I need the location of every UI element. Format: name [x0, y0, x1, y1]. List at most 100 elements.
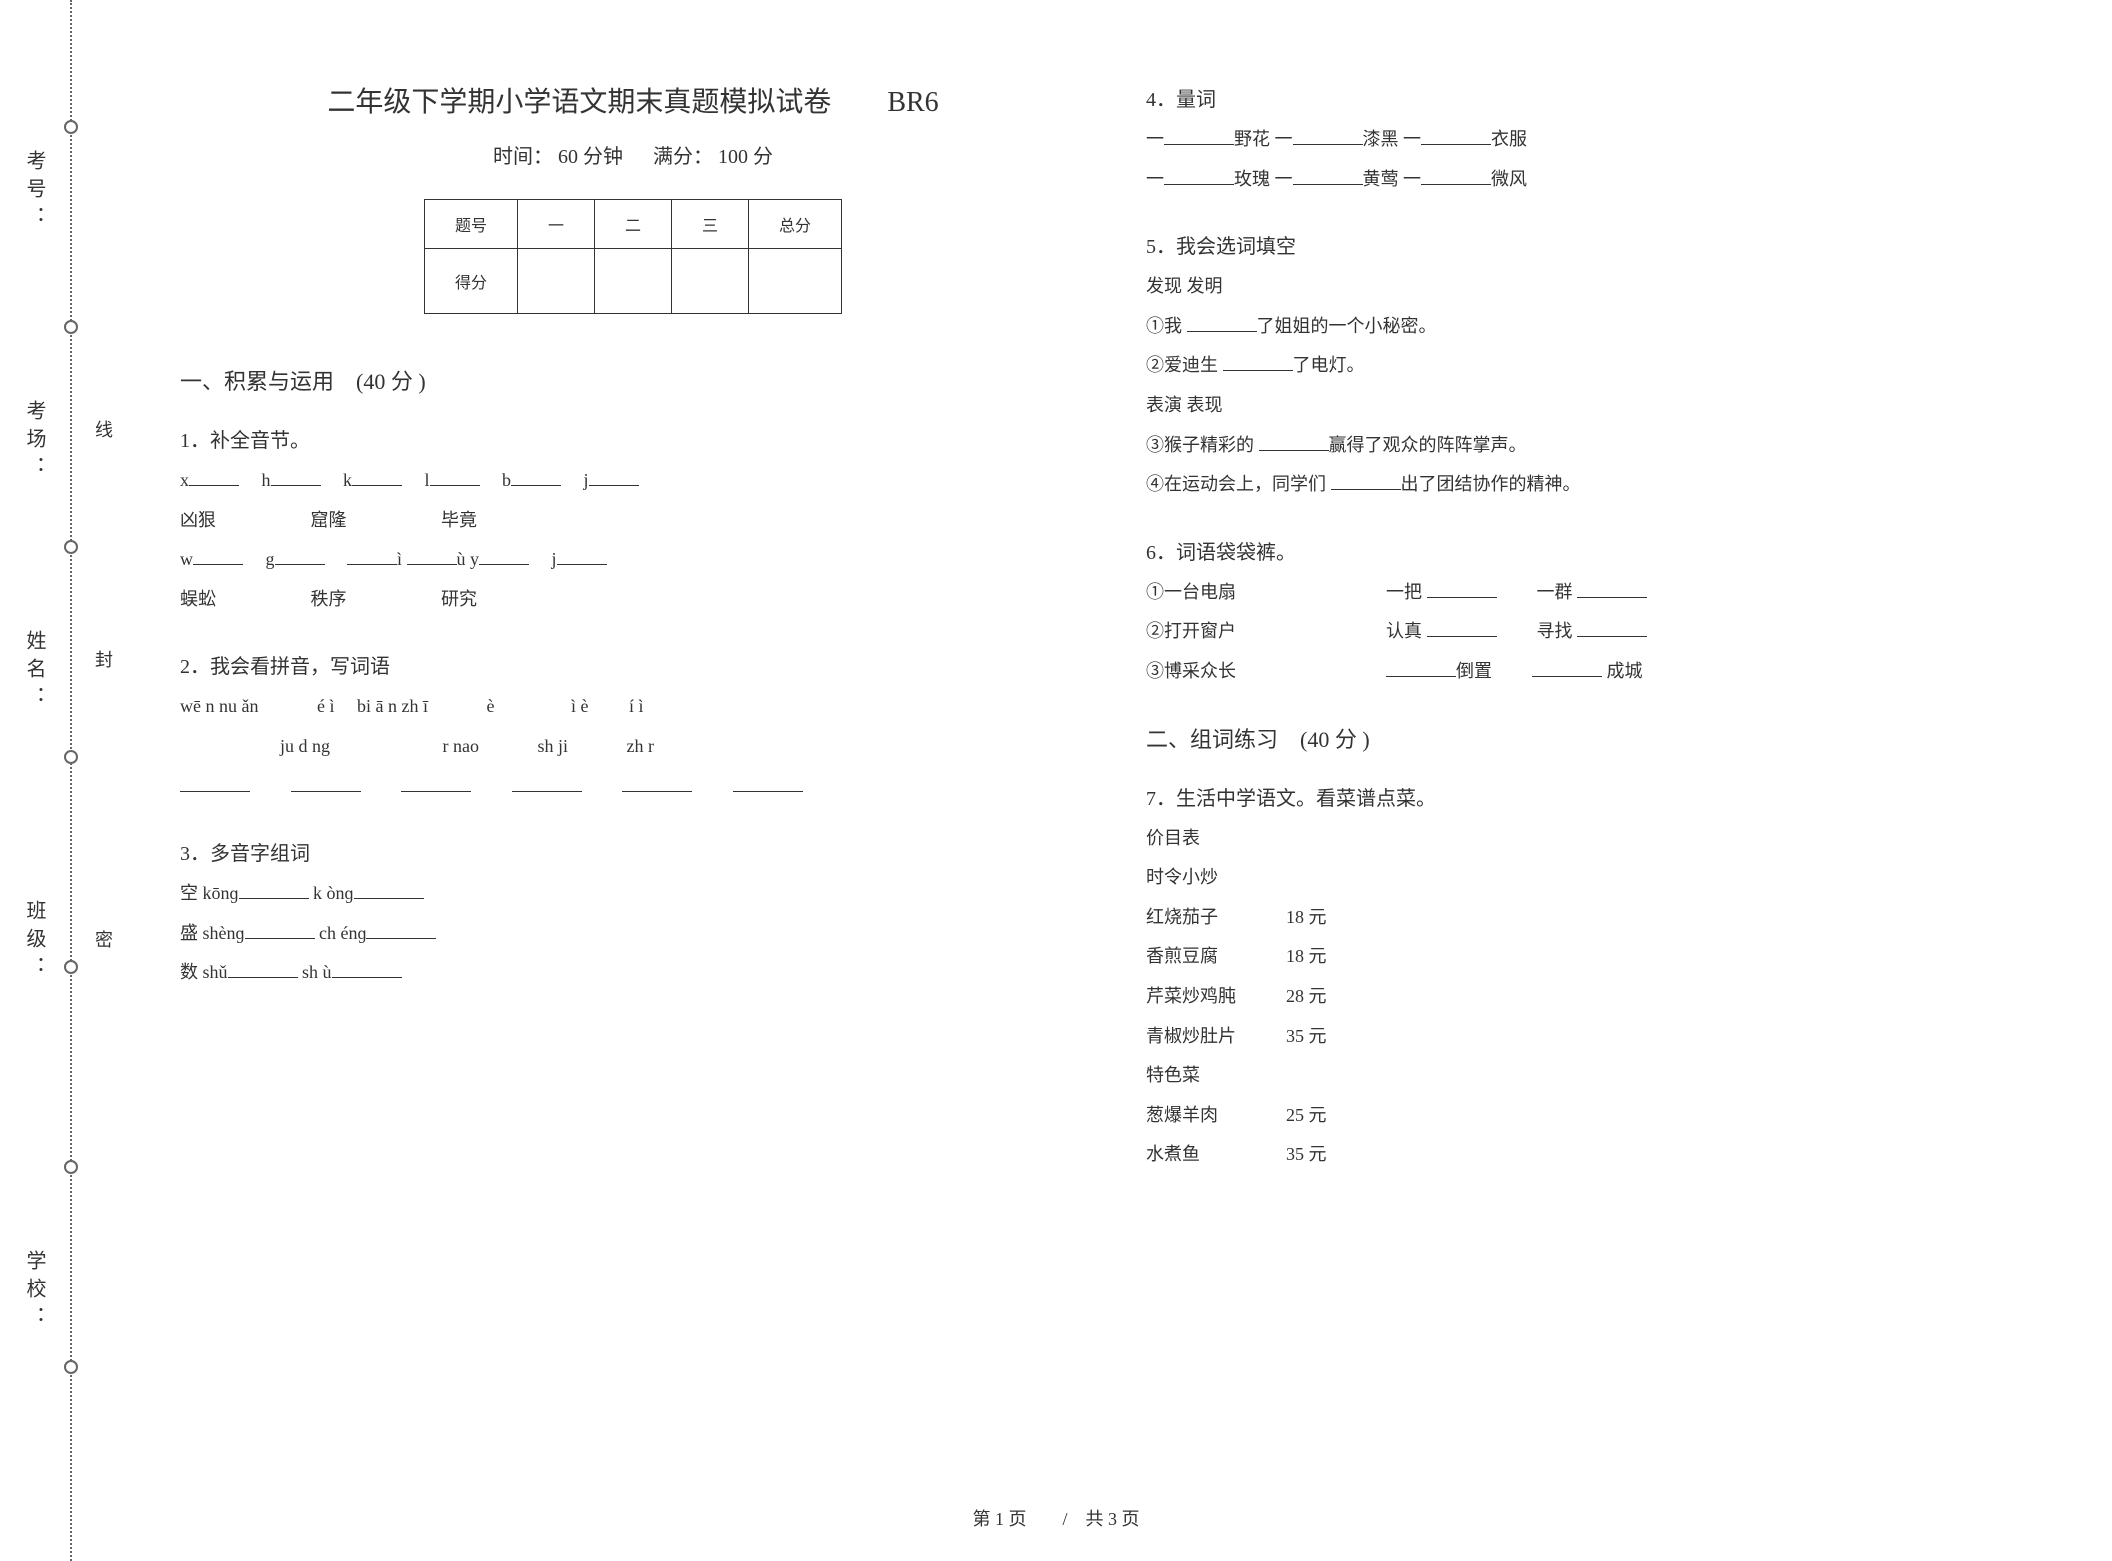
pinyin-text: è: [486, 696, 494, 716]
pinyin-text: é ì: [317, 696, 335, 716]
pinyin-letter: g: [266, 549, 275, 569]
content-area: 二年级下学期小学语文期末真题模拟试卷 BR6 时间： 60 分钟 满分： 100…: [140, 0, 2112, 1561]
menu-item: 水煮鱼35 元: [1146, 1135, 2052, 1175]
binding-label-school: 学校：: [20, 1250, 49, 1334]
word-row: ③博采众长 倒置 成城: [1146, 652, 2052, 692]
score-row-label: 得分: [424, 249, 517, 314]
pinyin-text: ju d ng: [280, 736, 330, 756]
question-num: 2．我会看拼音，写词语: [180, 647, 1086, 687]
qtitle-text: 多音字组词: [210, 843, 310, 865]
pinyin-letter: x: [180, 470, 189, 490]
text: 了电灯。: [1293, 355, 1365, 375]
question-num: 7．生活中学语文。看菜谱点菜。: [1146, 779, 2052, 819]
qtitle-text: 我会看拼音，写词语: [210, 656, 390, 678]
word-pair: 发现 发明: [1146, 267, 2052, 307]
blank: [1577, 580, 1647, 598]
pinyin-row: 蜈蚣 秩序 研究: [180, 580, 1086, 620]
blank: [332, 960, 402, 978]
pinyin-text: bi ā n zh ī: [357, 696, 428, 716]
measure-word-line: 一野花 一漆黑 一衣服: [1146, 120, 2052, 160]
qtitle-text: 我会选词填空: [1176, 236, 1296, 258]
qnum-text: 4．: [1146, 89, 1176, 111]
text: 出了团结协作的精神。: [1401, 474, 1581, 494]
binding-dotted-line: [70, 0, 72, 1561]
blank: [1164, 167, 1234, 185]
blank: [189, 468, 239, 486]
text: 玫瑰 一: [1234, 169, 1293, 189]
char-label: 窟隆: [311, 510, 347, 530]
score-header: 二: [594, 200, 671, 249]
blank: [479, 547, 529, 565]
poly-char: k ònɡ: [313, 883, 354, 903]
pinyin-row: wē n nu ǎn é ì bi ā n zh ī è ì è í ì: [180, 687, 1086, 727]
blank: [1577, 619, 1647, 637]
text: 了姐姐的一个小秘密。: [1257, 316, 1437, 336]
binding-hole-icon: [64, 540, 78, 554]
question-num: 5．我会选词填空: [1146, 227, 2052, 267]
binding-label-class: 班级：: [20, 900, 49, 984]
fullscore-value: 100 分: [718, 146, 773, 168]
blank: [366, 921, 436, 939]
blank: [622, 774, 692, 792]
question-4: 4．量词 一野花 一漆黑 一衣服 一玫瑰 一黄莺 一微风: [1146, 80, 2052, 199]
qtitle-text: 生活中学语文。看菜谱点菜。: [1176, 788, 1436, 810]
table-row: 得分: [424, 249, 841, 314]
blank: [1259, 433, 1329, 451]
question-2: 2．我会看拼音，写词语 wē n nu ǎn é ì bi ā n zh ī è…: [180, 647, 1086, 806]
text: ①我: [1146, 316, 1187, 336]
score-cell: [594, 249, 671, 314]
pinyin-text: zh r: [627, 736, 654, 756]
qnum-text: 6．: [1146, 542, 1176, 564]
question-6: 6．词语袋袋裤。 ①一台电扇 一把 一群 ②打开窗户 认真 寻找 ③博采众长 倒…: [1146, 533, 2052, 692]
text: ②打开窗户: [1146, 612, 1346, 652]
qnum-text: 2．: [180, 656, 210, 678]
char-label: 研究: [441, 589, 477, 609]
menu-header: 价目表: [1146, 819, 2052, 859]
binding-label-room: 考场：: [20, 400, 49, 484]
text: 认真: [1386, 621, 1427, 641]
pinyin-row: x h k l b j: [180, 461, 1086, 501]
menu-name: 水煮鱼: [1146, 1135, 1286, 1175]
word-row: ①一台电扇 一把 一群: [1146, 573, 2052, 613]
menu-item: 青椒炒肚片35 元: [1146, 1017, 2052, 1057]
footer-text: 页: [1117, 1509, 1140, 1529]
blank: [275, 547, 325, 565]
binding-hole-icon: [64, 320, 78, 334]
blank: [1223, 353, 1293, 371]
binding-hole-icon: [64, 960, 78, 974]
pinyin-row: w g ì ù y j: [180, 540, 1086, 580]
qnum-text: 5．: [1146, 236, 1176, 258]
blank: [512, 774, 582, 792]
char-label: 毕竟: [441, 510, 477, 530]
qtitle-text: 补全音节。: [210, 430, 310, 452]
text: 一: [1146, 129, 1164, 149]
text: ①一台电扇: [1146, 573, 1346, 613]
text: 漆黑 一: [1363, 129, 1422, 149]
table-row: 题号 一 二 三 总分: [424, 200, 841, 249]
left-column: 二年级下学期小学语文期末真题模拟试卷 BR6 时间： 60 分钟 满分： 100…: [180, 80, 1086, 1521]
binding-margin: 考号： 考场： 姓名： 班级： 学校： 线 封 密: [0, 0, 140, 1561]
blank: [1427, 580, 1497, 598]
blank: [245, 921, 315, 939]
qnum-text: 1．: [180, 430, 210, 452]
pinyin-letter: ì: [397, 549, 402, 569]
fill-line: ②爱迪生 了电灯。: [1146, 346, 2052, 386]
blank: [589, 468, 639, 486]
text: 黄莺 一: [1363, 169, 1422, 189]
text: 衣服: [1491, 129, 1527, 149]
blank: [1293, 127, 1363, 145]
question-7: 7．生活中学语文。看菜谱点菜。 价目表 时令小炒 红烧茄子18 元 香煎豆腐 1…: [1146, 779, 2052, 1175]
pinyin-text: wē n nu ǎn: [180, 696, 258, 716]
binding-label-exam-number: 考号：: [20, 150, 49, 234]
pinyin-text: sh ji: [538, 736, 569, 756]
text: ④在运动会上，同学们: [1146, 474, 1331, 494]
exam-subtitle: 时间： 60 分钟 满分： 100 分: [180, 140, 1086, 169]
text: ③博采众长: [1146, 652, 1346, 692]
measure-word-line: 一玫瑰 一黄莺 一微风: [1146, 160, 2052, 200]
page-number: 1: [995, 1509, 1004, 1529]
binding-hole-icon: [64, 1160, 78, 1174]
right-column: 4．量词 一野花 一漆黑 一衣服 一玫瑰 一黄莺 一微风 5．我会选词填空 发现…: [1146, 80, 2052, 1521]
blank: [1164, 127, 1234, 145]
fill-line: ④在运动会上，同学们 出了团结协作的精神。: [1146, 465, 2052, 505]
text: 倒置: [1456, 661, 1492, 681]
